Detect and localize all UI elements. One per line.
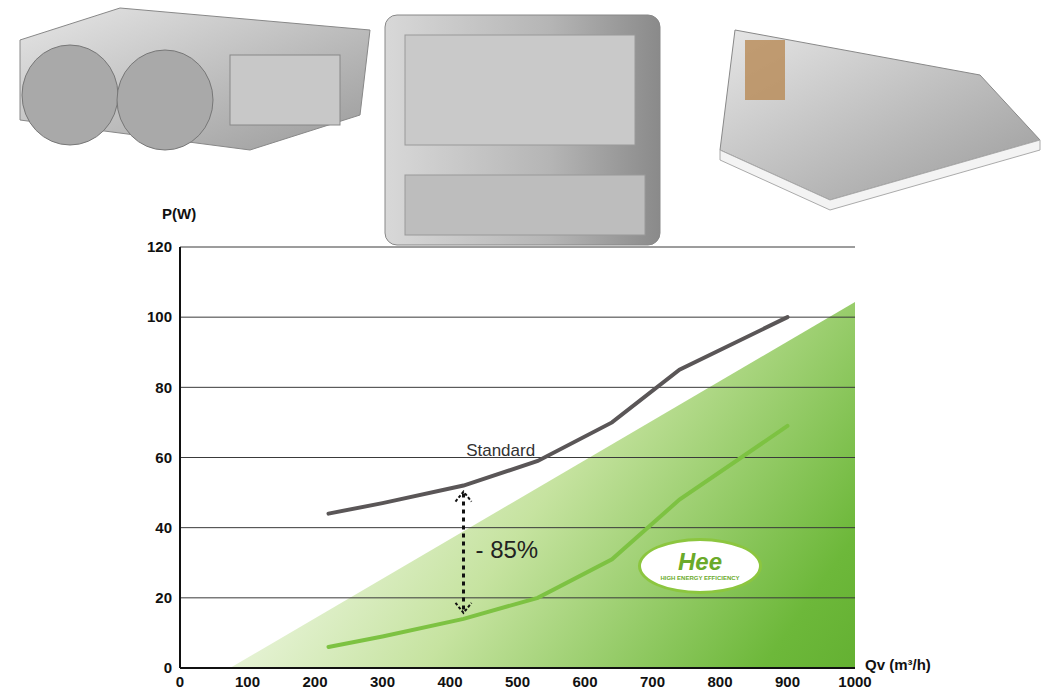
svg-text:700: 700 <box>640 673 665 690</box>
svg-text:60: 60 <box>155 449 172 466</box>
svg-text:40: 40 <box>155 519 172 536</box>
html-text:Qv (m³/h): Qv (m³/h) <box>865 656 931 673</box>
html-text:Hee: Hee <box>678 548 722 575</box>
svg-text:900: 900 <box>775 673 800 690</box>
svg-text:0: 0 <box>176 673 184 690</box>
html-text:Standard: Standard <box>466 441 536 461</box>
html-text:P(W): P(W) <box>162 205 197 222</box>
svg-text:120: 120 <box>147 238 172 255</box>
svg-text:800: 800 <box>707 673 732 690</box>
html-text:- 85%: - 85% <box>475 536 539 564</box>
svg-text:300: 300 <box>370 673 395 690</box>
html-text:HIGH ENERGY EFFICIENCY: HIGH ENERGY EFFICIENCY <box>660 575 740 581</box>
svg-text:100: 100 <box>235 673 260 690</box>
svg-text:200: 200 <box>302 673 327 690</box>
svg-text:20: 20 <box>155 589 172 606</box>
svg-text:100: 100 <box>147 308 172 325</box>
svg-text:80: 80 <box>155 379 172 396</box>
svg-text:500: 500 <box>505 673 530 690</box>
svg-text:600: 600 <box>572 673 597 690</box>
svg-text:400: 400 <box>437 673 462 690</box>
svg-text:1000: 1000 <box>838 673 871 690</box>
svg-text:0: 0 <box>164 659 172 676</box>
